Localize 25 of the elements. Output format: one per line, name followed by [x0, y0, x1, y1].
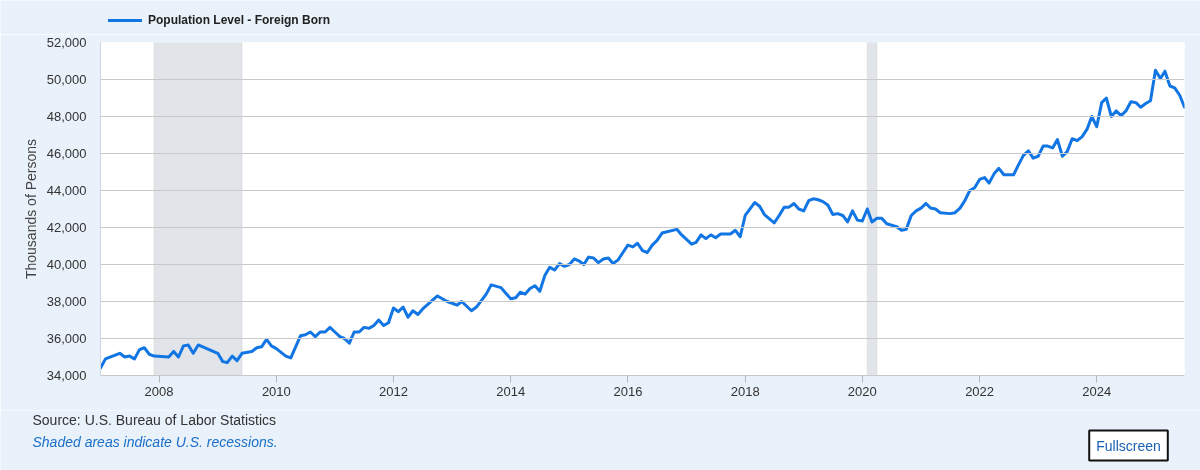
- x-tick-label: 2018: [730, 383, 760, 399]
- legend-label: Population Level - Foreign Born: [148, 13, 331, 27]
- source-note: Source: U.S. Bureau of Labor Statistics: [32, 411, 277, 428]
- y-axis-title: Thousands of Persons: [22, 138, 39, 280]
- text: Fullscreen: [1096, 437, 1161, 454]
- y-tick-label: 42,000: [46, 220, 87, 235]
- x-tick-label: 2012: [379, 383, 408, 399]
- x-tick-label: 2020: [847, 383, 877, 399]
- y-tick-label: 34,000: [46, 368, 87, 383]
- x-tick-label: 2022: [965, 383, 995, 399]
- text: Shaded areas indicate U.S. recessions.: [32, 433, 278, 450]
- x-tick-label: 2024: [1082, 383, 1112, 399]
- y-tick-label: 46,000: [46, 146, 87, 161]
- y-tick-label: 50,000: [46, 72, 87, 87]
- y-tick-label: 36,000: [46, 331, 87, 346]
- x-tick-label: 2010: [261, 383, 291, 399]
- x-tick-label: 2008: [144, 383, 174, 399]
- line-series: [100, 68, 1185, 370]
- x-tick-label: 2016: [613, 383, 643, 399]
- y-tick-label: 40,000: [46, 257, 87, 272]
- x-tick-label: 2014: [496, 383, 526, 399]
- y-tick-label: 44,000: [46, 183, 87, 198]
- y-tick-label: 48,000: [46, 109, 87, 124]
- y-tick-label: 38,000: [46, 294, 87, 309]
- y-tick-label: 52,000: [46, 35, 87, 50]
